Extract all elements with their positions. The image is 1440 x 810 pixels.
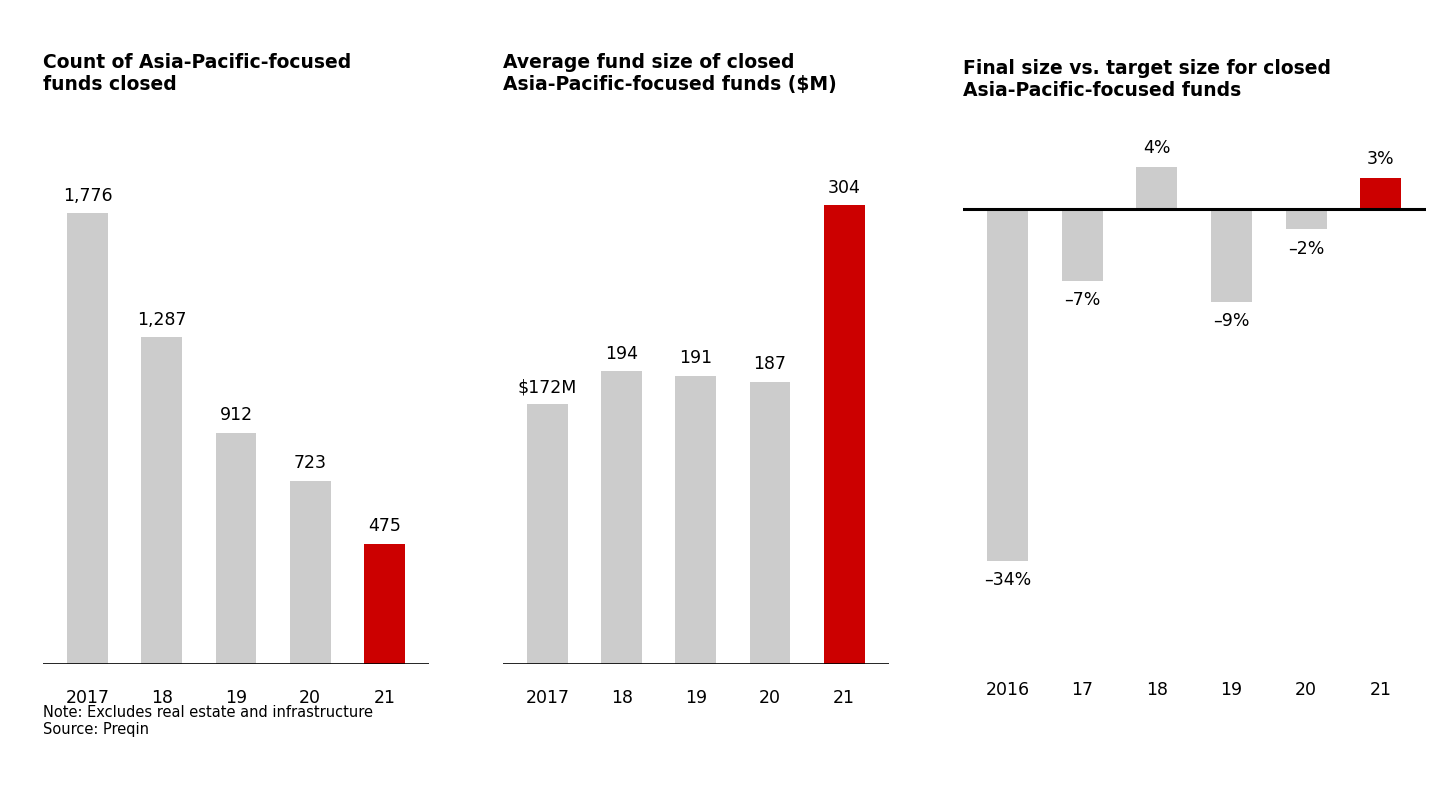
Text: –34%: –34% [984, 571, 1031, 589]
Text: 19: 19 [225, 689, 248, 707]
Text: 2017: 2017 [526, 689, 569, 707]
Text: 18: 18 [151, 689, 173, 707]
Bar [602, 371, 642, 664]
Bar [216, 433, 256, 664]
Bar [986, 209, 1028, 561]
Bar [1361, 177, 1401, 209]
Bar [364, 544, 405, 664]
Bar [675, 376, 716, 664]
Text: 191: 191 [680, 349, 713, 367]
Bar [68, 213, 108, 664]
Text: 723: 723 [294, 454, 327, 472]
Text: 912: 912 [219, 406, 252, 424]
Text: 3%: 3% [1367, 150, 1394, 168]
Text: 4%: 4% [1143, 139, 1171, 157]
Bar [289, 480, 331, 664]
Text: 20: 20 [759, 689, 780, 707]
Text: 21: 21 [373, 689, 396, 707]
Text: 19: 19 [1221, 681, 1243, 699]
Text: 17: 17 [1071, 681, 1093, 699]
Text: 21: 21 [1369, 681, 1392, 699]
Text: 304: 304 [828, 179, 861, 197]
Bar [527, 404, 567, 664]
Text: –2%: –2% [1287, 240, 1325, 258]
Text: Final size vs. target size for closed
Asia-Pacific-focused funds: Final size vs. target size for closed As… [963, 59, 1331, 100]
Text: 18: 18 [1146, 681, 1168, 699]
Text: 187: 187 [753, 356, 786, 373]
Bar [750, 382, 791, 664]
Text: Average fund size of closed
Asia-Pacific-focused funds ($M): Average fund size of closed Asia-Pacific… [503, 53, 837, 94]
Text: 21: 21 [834, 689, 855, 707]
Text: 475: 475 [369, 517, 400, 535]
Text: –9%: –9% [1214, 312, 1250, 330]
Text: 1,776: 1,776 [63, 186, 112, 205]
Text: Count of Asia-Pacific-focused
funds closed: Count of Asia-Pacific-focused funds clos… [43, 53, 351, 94]
Text: –7%: –7% [1064, 292, 1100, 309]
Text: 19: 19 [685, 689, 707, 707]
Text: 18: 18 [611, 689, 632, 707]
Bar [1136, 168, 1178, 209]
Bar [1061, 209, 1103, 281]
Text: 2016: 2016 [985, 681, 1030, 699]
Text: $172M: $172M [518, 378, 577, 396]
Text: 20: 20 [300, 689, 321, 707]
Bar [1286, 209, 1326, 229]
Bar [1211, 209, 1251, 302]
Text: 20: 20 [1295, 681, 1318, 699]
Bar [141, 337, 183, 664]
Text: Note: Excludes real estate and infrastructure
Source: Preqin: Note: Excludes real estate and infrastru… [43, 705, 373, 737]
Text: 2017: 2017 [66, 689, 109, 707]
Text: 194: 194 [605, 345, 638, 363]
Bar [824, 205, 864, 664]
Text: 1,287: 1,287 [137, 311, 187, 329]
